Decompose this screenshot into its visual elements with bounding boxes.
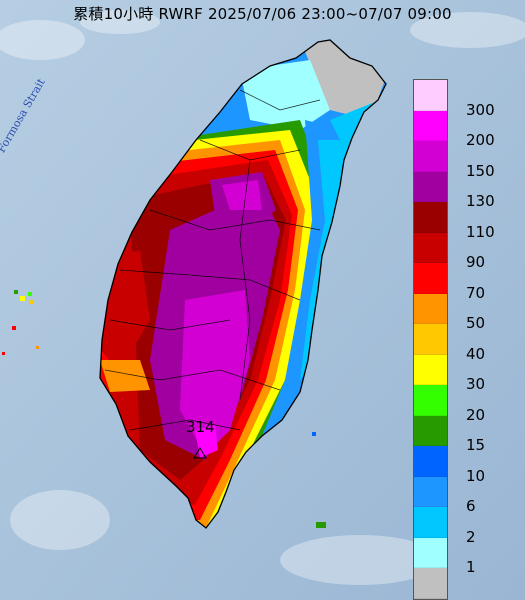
legend-label: 40	[466, 344, 486, 363]
legend-swatch	[414, 110, 447, 141]
legend-swatch	[414, 202, 447, 233]
color-legend	[413, 79, 448, 600]
legend-swatch	[414, 415, 447, 446]
island-outline	[99, 39, 387, 529]
legend-swatch	[414, 537, 447, 568]
legend-swatch	[414, 476, 447, 507]
map-title: 累積10小時 RWRF 2025/07/06 23:00~07/07 09:00	[73, 5, 452, 23]
legend-swatch	[414, 354, 447, 385]
legend-label: 15	[466, 436, 486, 454]
legend-swatch	[414, 446, 447, 477]
max-value-label: 314	[186, 418, 215, 436]
offshore-echoes	[2, 290, 326, 528]
legend-swatch	[414, 293, 447, 324]
county-boundaries	[104, 89, 321, 431]
legend-label: 130	[466, 192, 495, 210]
legend-label: 110	[466, 222, 495, 241]
max-marker-icon	[193, 447, 207, 459]
legend-label: 10	[466, 466, 486, 485]
legend-swatch	[414, 507, 447, 538]
legend-label: 150	[466, 161, 495, 180]
legend-label: 30	[466, 375, 486, 393]
legend-swatch	[414, 171, 447, 202]
legend-swatch	[414, 385, 447, 416]
legend-label: 1	[466, 558, 476, 576]
legend-swatch	[414, 324, 447, 355]
legend-swatch	[414, 232, 447, 263]
legend-swatch	[414, 263, 447, 294]
legend-label: 6	[466, 497, 476, 515]
legend-label: 2	[466, 527, 476, 546]
legend-label: 50	[466, 314, 486, 332]
legend-label: 90	[466, 253, 486, 271]
legend-label: 70	[466, 283, 486, 302]
legend-label: 300	[466, 100, 495, 119]
legend-label: 200	[466, 131, 495, 149]
legend-swatch	[414, 568, 447, 599]
legend-label: 20	[466, 405, 486, 424]
cloud-texture	[0, 10, 525, 585]
legend-swatch	[414, 141, 447, 172]
legend-swatch	[414, 80, 447, 111]
